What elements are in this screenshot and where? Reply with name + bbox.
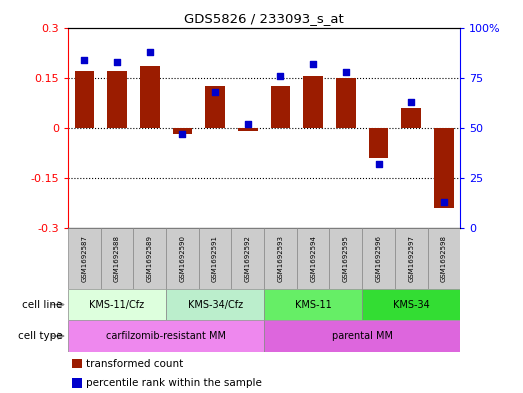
Bar [166,228,199,289]
Text: KMS-11/Cfz: KMS-11/Cfz [89,299,144,310]
Text: GSM1692590: GSM1692590 [179,235,185,282]
Text: GSM1692592: GSM1692592 [245,235,251,282]
Bar [369,128,388,158]
Text: GSM1692593: GSM1692593 [278,235,283,282]
Text: GSM1692596: GSM1692596 [376,235,381,282]
Text: GSM1692595: GSM1692595 [343,235,349,282]
Point [244,121,252,127]
Bar [72,359,82,368]
Bar [166,289,264,320]
Point [178,130,187,137]
Bar [362,289,460,320]
Bar [72,378,82,388]
Bar [264,320,460,352]
Point [374,161,383,167]
Bar [336,78,356,128]
Bar [68,228,100,289]
Point [113,59,121,65]
Bar [395,228,428,289]
Text: transformed count: transformed count [86,358,183,369]
Bar [199,228,231,289]
Bar [238,128,257,131]
Bar [434,128,453,208]
Bar [362,228,395,289]
Point [80,57,88,63]
Bar [107,71,127,128]
Text: GSM1692598: GSM1692598 [441,235,447,282]
Text: GSM1692588: GSM1692588 [114,235,120,282]
Bar [173,128,192,134]
Text: cell type: cell type [18,331,63,341]
Bar [133,228,166,289]
Text: KMS-11: KMS-11 [295,299,332,310]
Bar [264,289,362,320]
Bar [271,86,290,128]
Text: GSM1692594: GSM1692594 [310,235,316,282]
Point [145,48,154,55]
Text: KMS-34/Cfz: KMS-34/Cfz [188,299,243,310]
Text: GSM1692591: GSM1692591 [212,235,218,282]
Bar [297,228,329,289]
Bar [100,228,133,289]
Bar [68,320,264,352]
Point [440,199,448,205]
Text: carfilzomib-resistant MM: carfilzomib-resistant MM [106,331,226,341]
Bar [68,289,166,320]
Text: parental MM: parental MM [332,331,393,341]
Title: GDS5826 / 233093_s_at: GDS5826 / 233093_s_at [184,12,344,25]
Text: GSM1692589: GSM1692589 [147,235,153,282]
Bar [402,108,421,128]
Bar [264,228,297,289]
Point [407,99,415,105]
Point [211,88,219,95]
Bar [329,228,362,289]
Point [276,72,285,79]
Point [309,61,317,67]
Bar [303,76,323,128]
Text: percentile rank within the sample: percentile rank within the sample [86,378,262,388]
Point [342,68,350,75]
Text: GSM1692597: GSM1692597 [408,235,414,282]
Text: cell line: cell line [22,299,63,310]
Bar [428,228,460,289]
Bar [231,228,264,289]
Text: KMS-34: KMS-34 [393,299,429,310]
Bar [206,86,225,128]
Bar [140,66,160,128]
Text: GSM1692587: GSM1692587 [82,235,87,282]
Bar [74,71,94,128]
